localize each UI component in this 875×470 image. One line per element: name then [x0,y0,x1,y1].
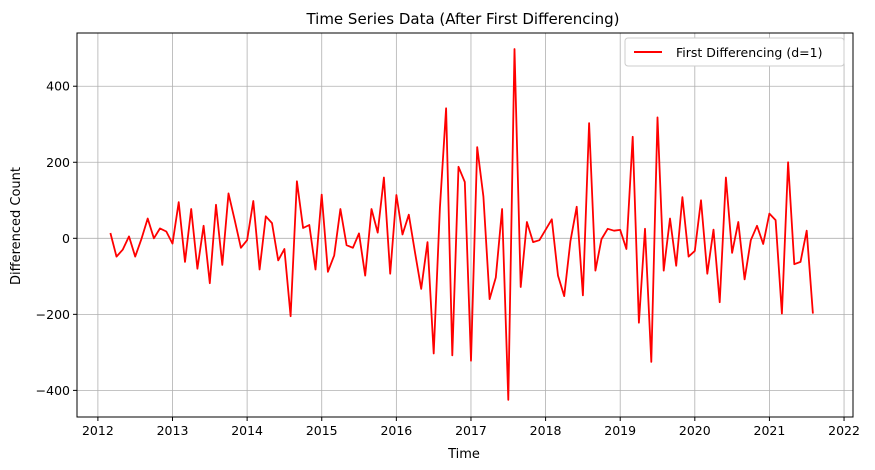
legend: First Differencing (d=1) [624,37,845,67]
x-tick-label: 2015 [306,423,338,438]
y-tick-label: 400 [46,79,70,94]
x-tick-label: 2016 [380,423,412,438]
y-tick-label: 200 [46,155,70,170]
plot-frame [76,32,854,418]
x-tick-label: 2019 [604,423,636,438]
x-tick-label: 2017 [455,423,487,438]
legend-label: First Differencing (d=1) [676,45,822,60]
y-tick-label: 0 [62,231,70,246]
x-tick-label: 2020 [679,423,711,438]
series-line [109,48,814,401]
y-axis: −400 −200 0 200 400 [36,79,77,398]
series-layer [109,48,814,401]
y-tick-label: −400 [36,383,70,398]
y-axis-label: Differenced Count [9,167,24,285]
x-tick-label: 2018 [530,423,562,438]
x-tick-label: 2022 [828,423,860,438]
legend-box [624,37,845,67]
x-axis: 2012 2013 2014 2015 2016 2017 2018 2019 2020 2021… [82,417,860,438]
chart-title: Time Series Data (After First Differenci… [305,10,619,28]
x-tick-label: 2021 [754,423,786,438]
x-tick-label: 2012 [82,423,114,438]
x-axis-label: Time [447,447,480,462]
x-tick-label: 2013 [157,423,189,438]
y-tick-label: −200 [36,307,70,322]
x-tick-label: 2014 [231,423,263,438]
